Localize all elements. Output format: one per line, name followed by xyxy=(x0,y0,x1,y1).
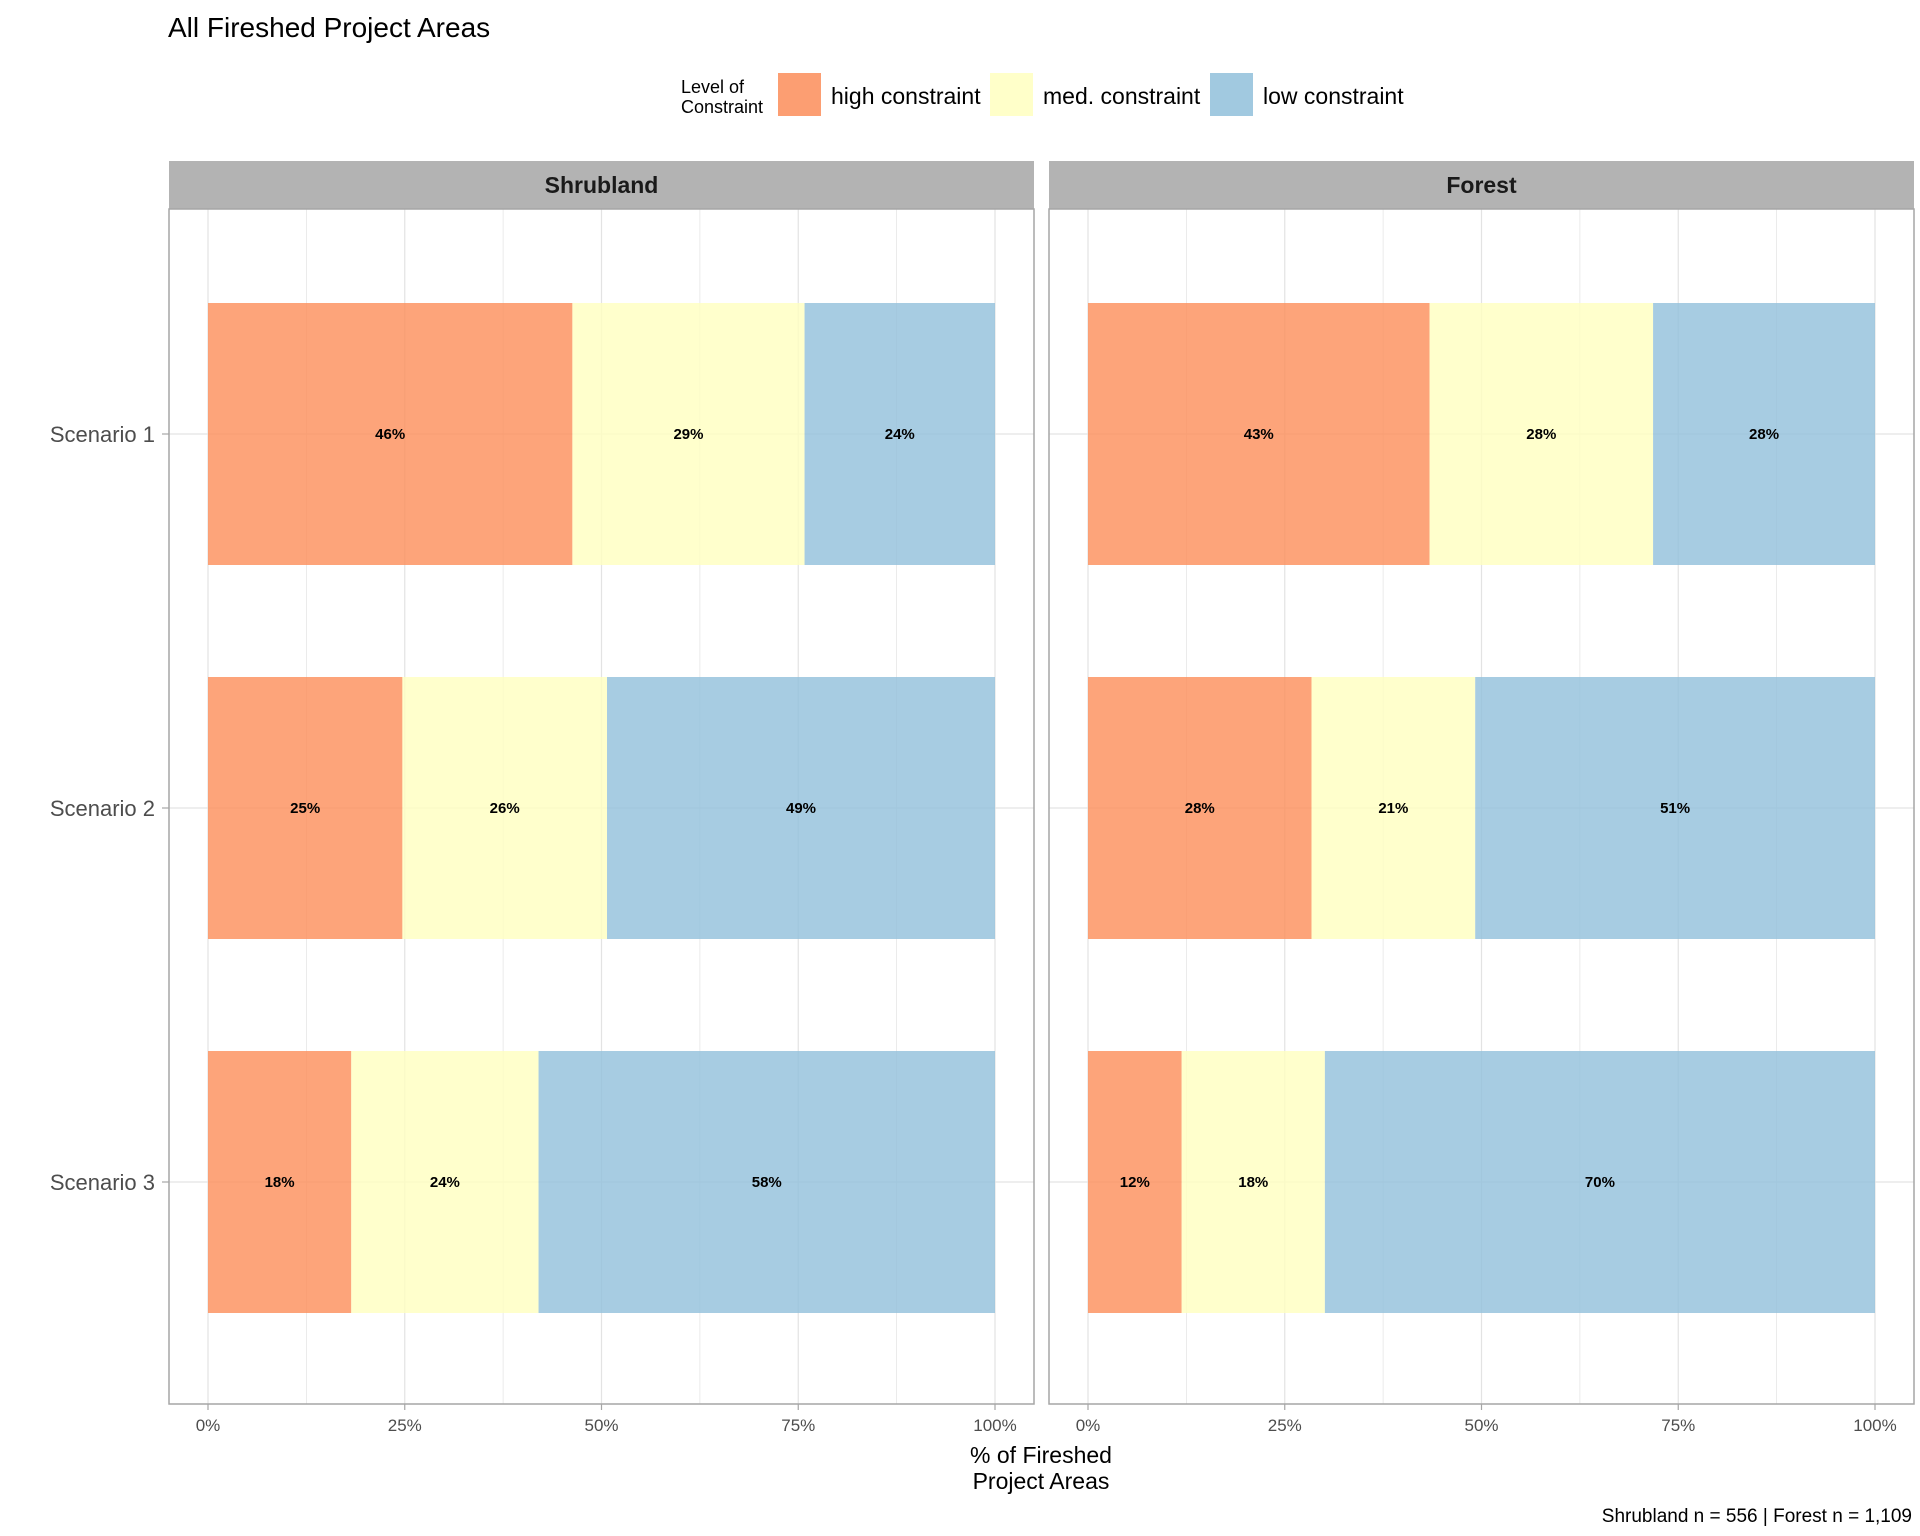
x-tick-label-0-3: 75% xyxy=(781,1416,815,1435)
bar-1-2-0 xyxy=(1088,1051,1182,1313)
bar-1-1-1 xyxy=(1311,677,1476,939)
panel-strip-1 xyxy=(1049,161,1914,209)
bar-label-1-1-0: 28% xyxy=(1185,800,1215,817)
x-tick-label-1-0: 0% xyxy=(1076,1416,1101,1435)
y-tick-label-1: Scenario 2 xyxy=(50,796,155,821)
bar-0-2-0 xyxy=(208,1051,352,1313)
bar-1-0-1 xyxy=(1429,303,1654,565)
bar-label-1-0-2: 28% xyxy=(1749,426,1779,443)
bar-0-1-1 xyxy=(402,677,608,939)
x-tick-label-1-2: 50% xyxy=(1464,1416,1498,1435)
panel-strip-label-0: Shrubland xyxy=(545,172,659,198)
x-tick-label-1-3: 75% xyxy=(1661,1416,1695,1435)
legend-label-0: high constraint xyxy=(831,83,981,109)
bar-label-0-2-0: 18% xyxy=(265,1174,295,1191)
legend-title: Level of Constraint xyxy=(681,77,763,117)
bar-label-1-1-1: 21% xyxy=(1378,800,1408,817)
bar-label-0-0-2: 24% xyxy=(885,426,915,443)
x-tick-label-0-0: 0% xyxy=(196,1416,221,1435)
bar-1-0-0 xyxy=(1088,303,1430,565)
bar-1-2-2 xyxy=(1324,1051,1875,1313)
bar-label-1-0-0: 43% xyxy=(1244,426,1274,443)
bar-label-0-0-0: 46% xyxy=(375,426,405,443)
legend-label-2: low constraint xyxy=(1263,83,1404,109)
bar-label-0-2-2: 58% xyxy=(752,1174,782,1191)
bar-label-0-1-1: 26% xyxy=(490,800,520,817)
panel-strip-label-1: Forest xyxy=(1446,172,1517,198)
bar-label-0-1-0: 25% xyxy=(290,800,320,817)
x-tick-label-1-4: 100% xyxy=(1853,1416,1896,1435)
bar-label-1-2-2: 70% xyxy=(1585,1174,1615,1191)
legend-swatch-0 xyxy=(778,73,821,116)
legend-swatch-2 xyxy=(1210,73,1253,116)
chart-title: All Fireshed Project Areas xyxy=(168,12,490,43)
bar-label-1-2-0: 12% xyxy=(1120,1174,1150,1191)
bar-1-2-1 xyxy=(1181,1051,1325,1313)
bar-0-2-2 xyxy=(538,1051,995,1313)
y-tick-label-2: Scenario 3 xyxy=(50,1170,155,1195)
x-tick-label-0-2: 50% xyxy=(584,1416,618,1435)
bar-0-0-1 xyxy=(572,303,805,565)
bar-0-0-0 xyxy=(208,303,573,565)
bar-label-1-2-1: 18% xyxy=(1238,1174,1268,1191)
bar-0-1-0 xyxy=(208,677,403,939)
panel-strip-0 xyxy=(169,161,1034,209)
x-tick-label-0-1: 25% xyxy=(388,1416,422,1435)
x-axis-label: % of Fireshed Project Areas xyxy=(970,1442,1112,1494)
legend-label-1: med. constraint xyxy=(1043,83,1201,109)
bar-label-0-0-1: 29% xyxy=(673,426,703,443)
bar-1-0-2 xyxy=(1653,303,1875,565)
x-tick-label-0-4: 100% xyxy=(973,1416,1016,1435)
bar-1-1-2 xyxy=(1475,677,1875,939)
bar-0-0-2 xyxy=(804,303,995,565)
y-tick-label-0: Scenario 1 xyxy=(50,422,155,447)
bar-label-1-0-1: 28% xyxy=(1526,426,1556,443)
bar-0-2-1 xyxy=(351,1051,539,1313)
bar-1-1-0 xyxy=(1088,677,1312,939)
chart-caption: Shrubland n = 556 | Forest n = 1,109 xyxy=(1602,1506,1912,1527)
bar-label-1-1-2: 51% xyxy=(1660,800,1690,817)
bar-label-0-2-1: 24% xyxy=(430,1174,460,1191)
bar-0-1-2 xyxy=(607,677,995,939)
legend-swatch-1 xyxy=(990,73,1033,116)
bar-label-0-1-2: 49% xyxy=(786,800,816,817)
x-tick-label-1-1: 25% xyxy=(1268,1416,1302,1435)
